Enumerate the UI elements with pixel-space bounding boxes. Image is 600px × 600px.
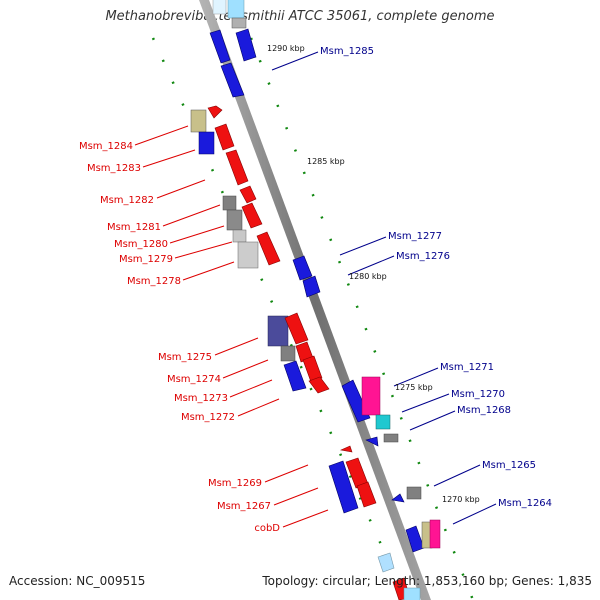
- gene-box-lightgrey: [232, 229, 247, 243]
- gene-label-msm-1275[interactable]: Msm_1275: [158, 352, 212, 363]
- gene-label-msm-1277[interactable]: Msm_1277: [388, 231, 442, 242]
- gene-box-khaki: [190, 109, 207, 133]
- gene-label-msm-1274[interactable]: Msm_1274: [167, 374, 221, 385]
- gene-arrow: [209, 29, 231, 64]
- leader-msm-1280: [169, 225, 225, 244]
- gene-arrow: [225, 149, 249, 186]
- leader-msm-1277: [339, 236, 387, 256]
- gene-arrow: [339, 445, 353, 453]
- leader-msm-1275: [214, 337, 259, 356]
- gene-label-msm-1265[interactable]: Msm_1265: [482, 460, 536, 471]
- map-title: Methanobrevibacter smithii ATCC 35061, c…: [105, 9, 495, 24]
- gene-arrow: [241, 202, 263, 229]
- gene-box-grey: [406, 486, 422, 500]
- leader-msm-1265: [433, 464, 481, 487]
- leader-msm-1278: [182, 261, 235, 281]
- gene-arrow: [377, 552, 395, 573]
- leader-msm-1264: [452, 503, 497, 525]
- gene-label-msm-1267[interactable]: Msm_1267: [217, 501, 271, 512]
- gene-arrow: [235, 28, 257, 62]
- leader-msm-1272: [237, 398, 280, 417]
- gene-arrow: [292, 255, 313, 281]
- gene-label-msm-1264[interactable]: Msm_1264: [498, 498, 552, 509]
- gene-arrow: [214, 123, 235, 151]
- gene-label-msm-1281[interactable]: Msm_1281: [107, 222, 161, 233]
- leader-msm-1270: [401, 393, 450, 413]
- gene-label-cobd[interactable]: cobD: [254, 523, 280, 534]
- gene-arrow: [283, 360, 307, 392]
- gene-label-msm-1273[interactable]: Msm_1273: [174, 393, 228, 404]
- gene-label-msm-1282[interactable]: Msm_1282: [100, 195, 154, 206]
- gene-arrow: [220, 62, 245, 98]
- leader-msm-1285: [271, 51, 319, 71]
- leader-cobd: [282, 509, 329, 528]
- gene-box-purple: [267, 315, 289, 347]
- leader-msm-1284: [134, 125, 189, 146]
- gene-label-msm-1279[interactable]: Msm_1279: [119, 254, 173, 265]
- scale-label-1290-kbp: 1290 kbp: [267, 44, 305, 53]
- leader-msm-1279: [174, 241, 233, 259]
- genome-backbone: [199, 0, 431, 600]
- gene-arrow: [308, 376, 330, 394]
- gene-arrow: [328, 460, 359, 514]
- gene-box-cyan: [227, 0, 245, 19]
- gene-box-grey: [222, 195, 237, 211]
- gene-box-lightgrey: [237, 241, 259, 269]
- gene-box-grey: [231, 17, 247, 29]
- gene-label-msm-1285[interactable]: Msm_1285: [320, 46, 374, 57]
- leader-msm-1267: [273, 487, 319, 506]
- leader-msm-1274: [222, 359, 269, 379]
- gene-box-top-white: [212, 0, 227, 15]
- gene-arrow: [302, 355, 323, 383]
- gene-arrow: [284, 312, 309, 345]
- gene-box-pink: [429, 519, 441, 549]
- gene-label-msm-1272[interactable]: Msm_1272: [181, 412, 235, 423]
- gene-box-magenta: [361, 376, 381, 416]
- gene-arrow: [256, 231, 281, 266]
- gene-label-msm-1269[interactable]: Msm_1269: [208, 478, 262, 489]
- leader-msm-1283: [142, 149, 196, 168]
- gene-label-msm-1276[interactable]: Msm_1276: [396, 251, 450, 262]
- leader-msm-1269: [264, 464, 309, 483]
- leader-msm-1268: [409, 410, 456, 431]
- gene-box-cyan: [375, 414, 391, 430]
- gene-label-msm-1283[interactable]: Msm_1283: [87, 163, 141, 174]
- leader-msm-1276: [347, 255, 395, 276]
- gene-box-blue: [198, 131, 215, 155]
- gene-box-grey: [280, 345, 296, 362]
- leader-msm-1281: [162, 204, 221, 227]
- scale-label-1270-kbp: 1270 kbp: [442, 495, 480, 504]
- gene-label-msm-1268[interactable]: Msm_1268: [457, 405, 511, 416]
- gene-arrow: [302, 275, 321, 298]
- scale-label-1280-kbp: 1280 kbp: [349, 272, 387, 281]
- scale-label-1285-kbp: 1285 kbp: [307, 157, 345, 166]
- gene-arrow: [356, 481, 377, 508]
- gene-box-cyan: [403, 587, 421, 600]
- scale-label-1275-kbp: 1275 kbp: [395, 383, 433, 392]
- gene-label-msm-1284[interactable]: Msm_1284: [79, 141, 133, 152]
- genome-summary: Topology: circular; Length: 1,853,160 bp…: [262, 574, 592, 588]
- gene-label-msm-1278[interactable]: Msm_1278: [127, 276, 181, 287]
- gene-box-grey: [226, 209, 243, 231]
- gene-arrow: [207, 105, 223, 119]
- accession-label: Accession: NC_009515: [9, 574, 146, 588]
- gene-arrow: [239, 185, 257, 204]
- gene-arrow: [391, 493, 405, 503]
- gene-box-grey: [383, 433, 399, 443]
- leader-msm-1271: [393, 367, 439, 387]
- gene-arrow: [365, 436, 379, 447]
- gene-label-msm-1271[interactable]: Msm_1271: [440, 362, 494, 373]
- leader-msm-1282: [156, 179, 206, 199]
- gene-label-msm-1280[interactable]: Msm_1280: [114, 239, 168, 250]
- gene-label-msm-1270[interactable]: Msm_1270: [451, 389, 505, 400]
- leader-msm-1273: [229, 379, 273, 398]
